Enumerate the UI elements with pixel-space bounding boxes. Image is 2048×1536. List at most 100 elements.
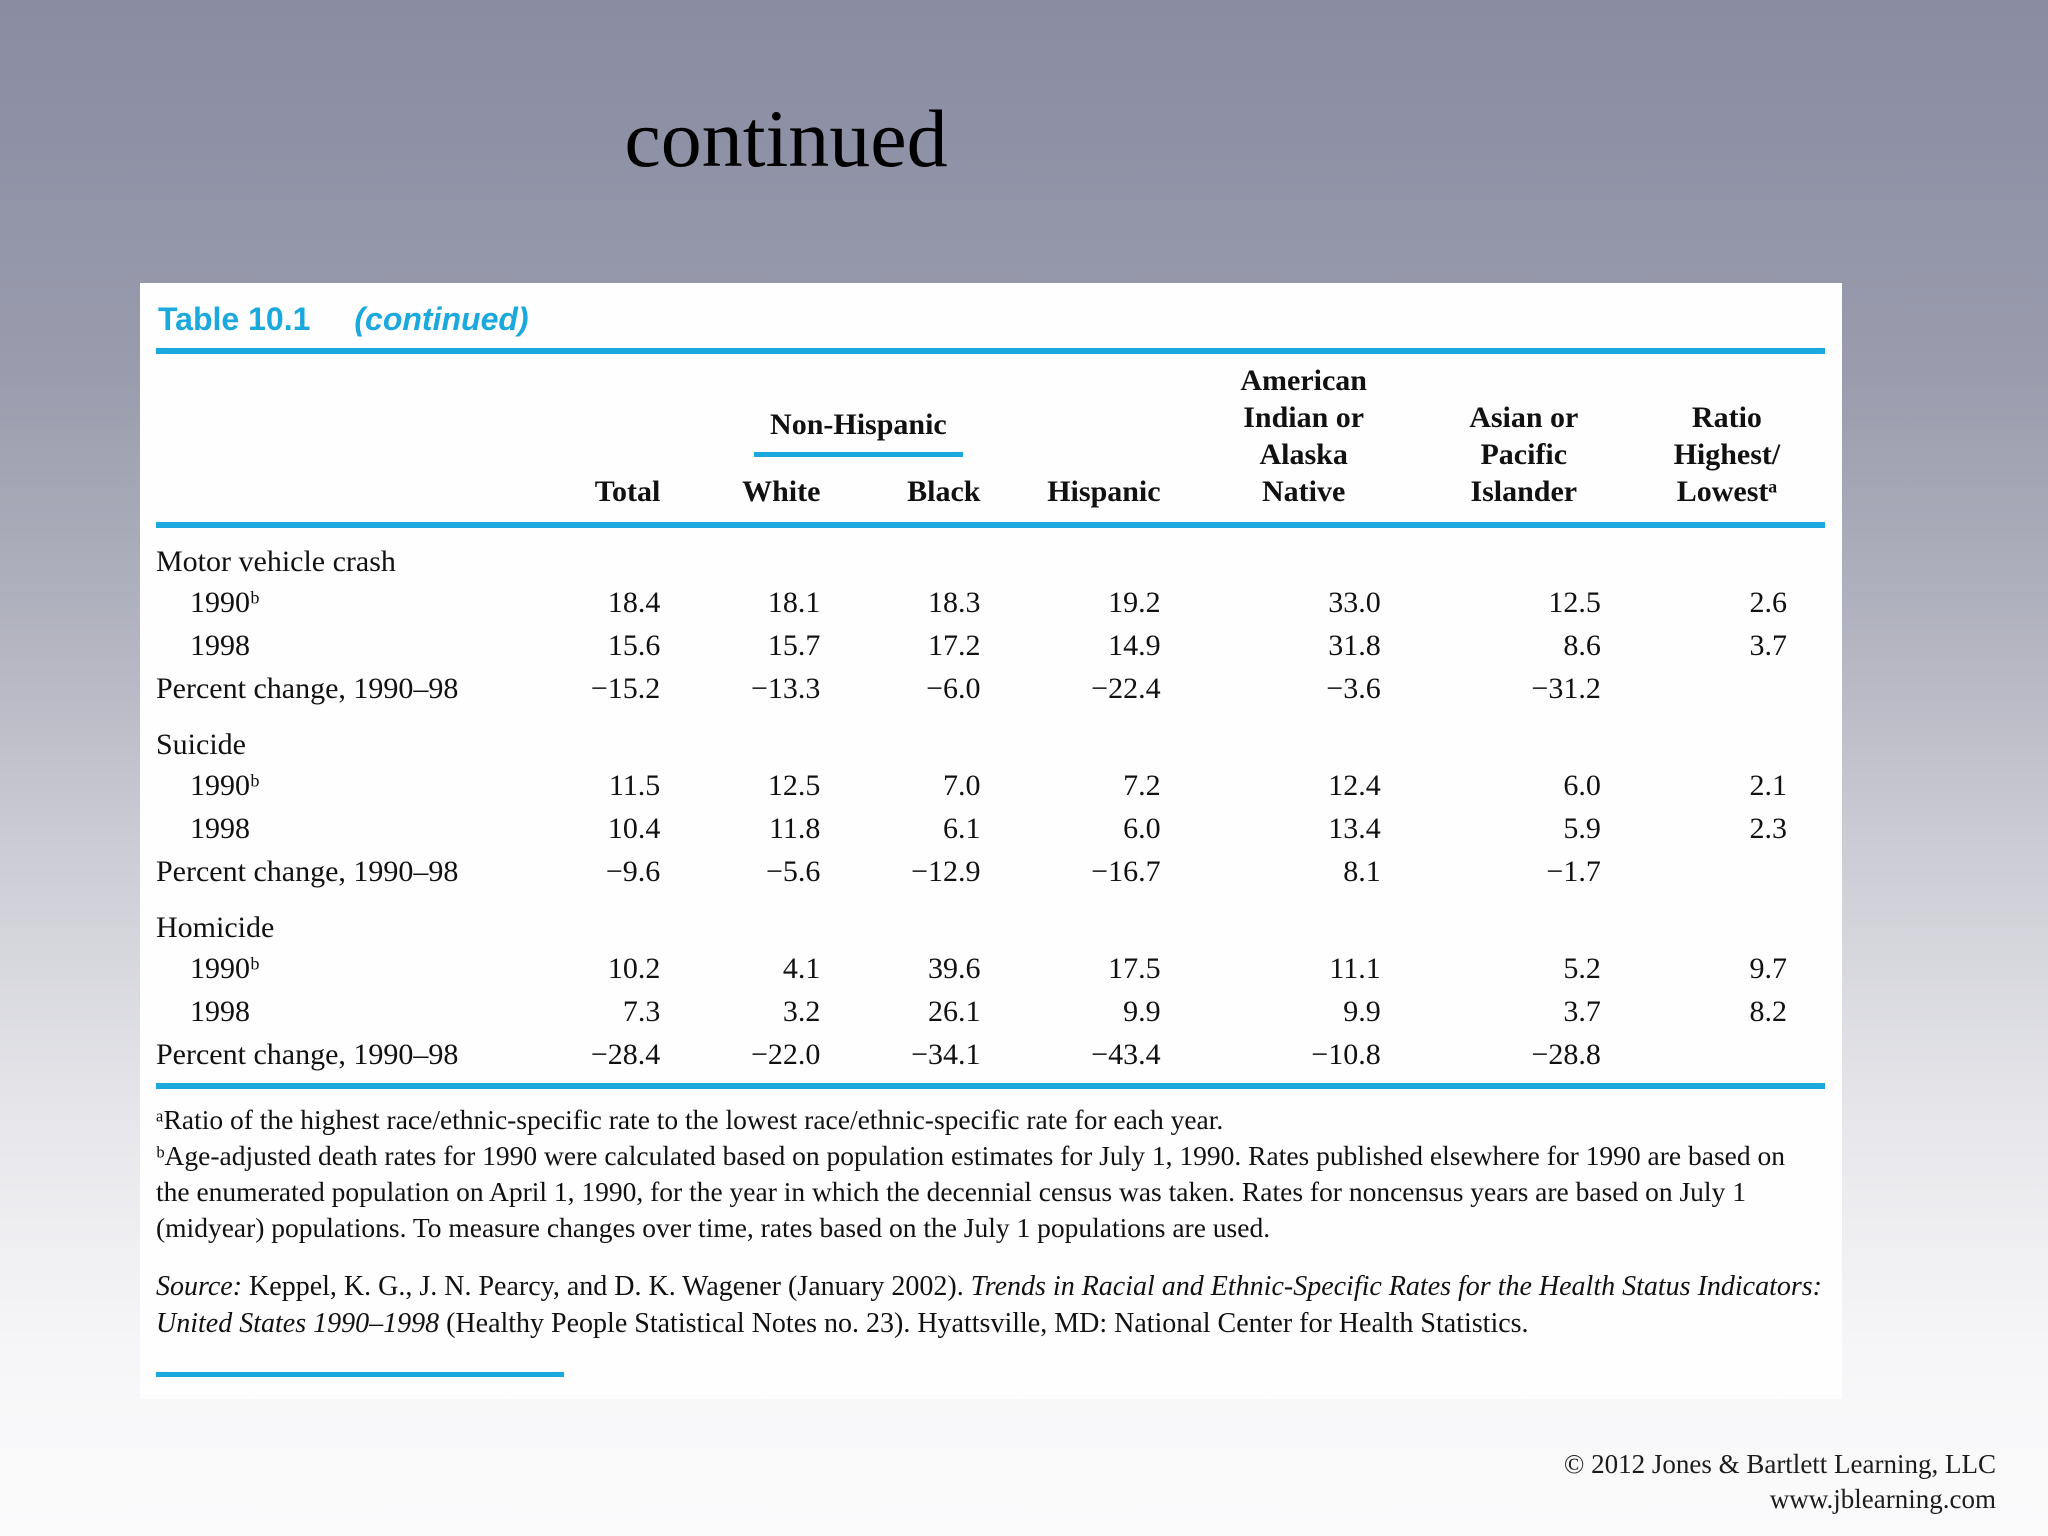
row-label: 1990ᵇ <box>190 952 260 985</box>
cell-value: −28.4 <box>590 1038 661 1071</box>
slide-title: continued <box>624 93 948 184</box>
cell-value: 10.4 <box>607 812 661 845</box>
table-section-row: Motor vehicle crash <box>156 525 1825 582</box>
row-label: Percent change, 1990–98 <box>156 672 459 705</box>
copyright-footer: © 2012 Jones & Bartlett Learning, LLC ww… <box>1564 1447 1996 1517</box>
cell-value: 12.5 <box>767 769 821 802</box>
cell-value: 9.9 <box>1123 995 1161 1028</box>
source-authors: Keppel, K. G., J. N. Pearcy, and D. K. W… <box>242 1271 971 1302</box>
heading-rule <box>156 348 1825 354</box>
cell-value <box>1639 1034 1825 1086</box>
table-row: 1998 10.4 11.8 6.1 6.0 13.4 5.9 2.3 <box>156 808 1825 851</box>
cell-value: 7.3 <box>622 995 661 1028</box>
table-row: 1990ᵇ 11.5 12.5 7.0 7.2 12.4 6.0 2.1 <box>156 765 1825 808</box>
cell-value: 9.7 <box>1749 952 1788 985</box>
col-header-black: Black <box>907 475 981 508</box>
cell-value: 2.1 <box>1749 769 1788 802</box>
source-title: Trends in Racial and Ethnic-Specific Rat… <box>156 1271 1822 1339</box>
row-label: 1998 <box>190 812 250 845</box>
cell-value: 17.5 <box>1108 952 1161 985</box>
cell-value <box>1639 851 1825 894</box>
cell-value: 19.2 <box>1108 586 1161 619</box>
cell-value: 12.4 <box>1328 769 1381 802</box>
table-body: Motor vehicle crash 1990ᵇ 18.4 18.1 18.3… <box>156 525 1825 1086</box>
data-table: Total Non-Hispanic White Black Hispanic … <box>156 354 1825 1089</box>
table-header-row: Total Non-Hispanic White Black Hispanic … <box>156 354 1825 528</box>
cell-value: 8.2 <box>1749 995 1788 1028</box>
cell-value: −31.2 <box>1531 672 1601 705</box>
col-header-asian-pacific: Asian or Pacific Islander <box>1418 354 1639 528</box>
source-citation: Source: Keppel, K. G., J. N. Pearcy, and… <box>156 1268 1825 1342</box>
cell-value: 8.1 <box>1343 855 1381 888</box>
section-label: Suicide <box>156 728 246 761</box>
cell-value: 6.0 <box>1123 812 1161 845</box>
row-label: 1998 <box>190 995 250 1028</box>
cell-value: 6.1 <box>943 812 981 845</box>
row-label: 1990ᵇ <box>190 586 260 619</box>
row-label: Percent change, 1990–98 <box>156 1038 459 1071</box>
row-label: 1998 <box>190 629 250 662</box>
cell-value: 11.8 <box>769 812 821 845</box>
cell-value: 7.0 <box>943 769 981 802</box>
cell-value: 18.1 <box>767 586 821 619</box>
cell-value: −1.7 <box>1546 855 1601 888</box>
source-tail: (Healthy People Statistical Notes no. 23… <box>439 1308 1529 1339</box>
cell-value: 4.1 <box>782 952 821 985</box>
col-header-white: White <box>742 475 821 508</box>
cell-value: 18.4 <box>607 586 661 619</box>
cell-value: 31.8 <box>1328 629 1381 662</box>
cell-value: 10.2 <box>607 952 661 985</box>
cell-value: 15.6 <box>607 629 661 662</box>
cell-value: −34.1 <box>911 1038 981 1071</box>
cell-value: 6.0 <box>1563 769 1601 802</box>
cell-value: 5.9 <box>1563 812 1601 845</box>
group-label-non-hispanic: Non-Hispanic <box>754 406 963 457</box>
table-row: Percent change, 1990–98 −9.6 −5.6 −12.9 … <box>156 851 1825 894</box>
cell-value: −13.3 <box>750 672 821 705</box>
cell-value: −28.8 <box>1531 1038 1601 1071</box>
cell-value: −15.2 <box>590 672 661 705</box>
cell-value: 11.5 <box>608 769 661 802</box>
table-section-row: Suicide <box>156 711 1825 765</box>
row-label: 1990ᵇ <box>190 769 260 802</box>
cell-value: −9.6 <box>605 855 661 888</box>
section-label: Motor vehicle crash <box>156 545 396 578</box>
cell-value: 3.7 <box>1563 995 1601 1028</box>
cell-value: 11.1 <box>1329 952 1381 985</box>
row-label: Percent change, 1990–98 <box>156 855 459 888</box>
cell-value: 2.3 <box>1749 812 1788 845</box>
cell-value: 26.1 <box>928 995 981 1028</box>
table-row: Percent change, 1990–98 −15.2 −13.3 −6.0… <box>156 668 1825 711</box>
footnotes: ᵃRatio of the highest race/ethnic-specif… <box>156 1102 1825 1246</box>
cell-value: 3.2 <box>782 995 821 1028</box>
cell-value: 33.0 <box>1328 586 1381 619</box>
cell-value: −10.8 <box>1311 1038 1381 1071</box>
end-rule <box>156 1372 564 1377</box>
table-row: 1990ᵇ 10.2 4.1 39.6 17.5 11.1 5.2 9.7 <box>156 948 1825 991</box>
cell-value: −6.0 <box>926 672 981 705</box>
copyright-line: © 2012 Jones & Bartlett Learning, LLC <box>1563 1449 1996 1479</box>
source-label: Source: <box>156 1271 243 1302</box>
cell-value: 14.9 <box>1108 629 1161 662</box>
cell-value: 39.6 <box>928 952 981 985</box>
cell-value: 17.2 <box>928 629 981 662</box>
table-section-row: Homicide <box>156 894 1825 948</box>
cell-value: −16.7 <box>1091 855 1161 888</box>
col-header-american-indian: American Indian or Alaska Native <box>1198 354 1419 528</box>
website-line: www.jblearning.com <box>1769 1484 1996 1514</box>
cell-value: 2.6 <box>1749 586 1788 619</box>
table-heading-continued: (continued) <box>354 301 529 337</box>
cell-value: −22.0 <box>750 1038 821 1071</box>
cell-value: −43.4 <box>1091 1038 1161 1071</box>
section-label: Homicide <box>156 911 275 944</box>
cell-value: −5.6 <box>765 855 821 888</box>
cell-value: 7.2 <box>1123 769 1161 802</box>
table-heading: Table 10.1 (continued) <box>156 301 1825 338</box>
cell-value: 12.5 <box>1548 586 1601 619</box>
footnote-a: ᵃRatio of the highest race/ethnic-specif… <box>156 1104 1224 1135</box>
cell-value: 5.2 <box>1563 952 1601 985</box>
col-header-total: Total <box>528 354 699 528</box>
table-row: 1998 7.3 3.2 26.1 9.9 9.9 3.7 8.2 <box>156 991 1825 1034</box>
cell-value: −3.6 <box>1326 672 1381 705</box>
table-row: 1990ᵇ 18.4 18.1 18.3 19.2 33.0 12.5 2.6 <box>156 582 1825 625</box>
